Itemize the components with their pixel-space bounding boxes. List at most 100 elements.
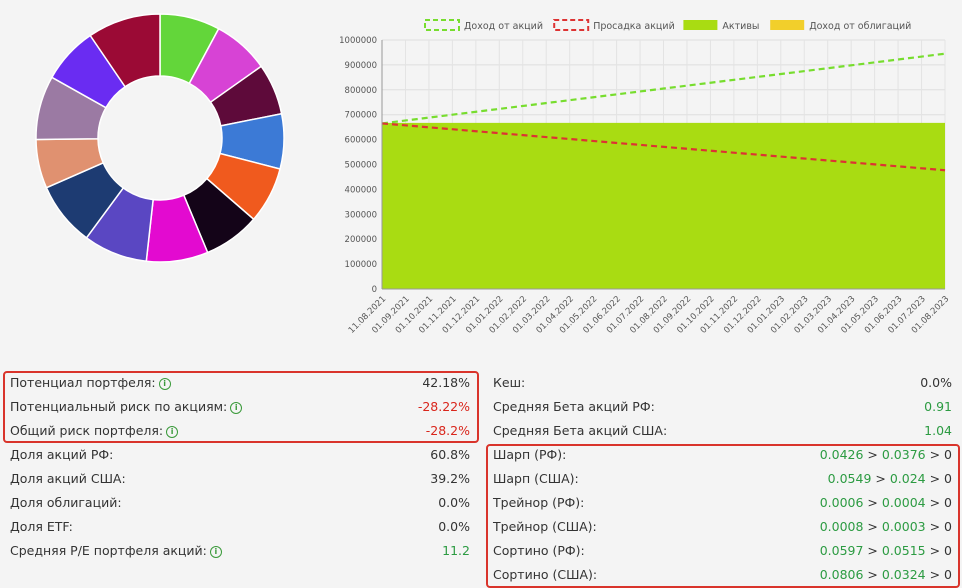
stat-value: 1.04 [924,423,952,438]
ratio-label: Трейнор (РФ): [493,495,585,510]
ratio-label: Шарп (РФ): [493,447,567,462]
info-icon[interactable]: i [230,401,243,414]
share-row-5: Средняя P/E портфеля акций: i 11.2 [10,539,470,563]
series-line-2[interactable] [381,52,946,125]
ratio-row-2: Шарп (США): 0.0549 > 0.024 > 0 [493,467,952,491]
y-tick-label: 300000 [345,210,377,220]
stat-label: Общий риск портфеля: i [10,419,179,443]
y-tick-label: 1000000 [339,36,377,46]
stat-value: 39.2% [430,471,470,486]
ratio-row-1: Шарп (РФ): 0.0426 > 0.0376 > 0 [493,443,952,467]
stat-value: 0.91 [924,399,952,414]
ratio-row-6: Сортино (США): 0.0806 > 0.0324 > 0 [493,563,952,587]
compare-symbol: > [925,519,945,534]
beta-row-1: Кеш: 0.0% [493,371,952,395]
ratio-zero: 0 [944,495,952,510]
ratio-benchmark: 0.024 [889,471,926,486]
potential-row-2: Потенциальный риск по акциям: i -28.22% [10,395,470,419]
ratio-portfolio: 0.0426 [819,447,864,462]
ratio-zero: 0 [944,447,952,462]
left-stats-panel: Потенциал портфеля: i 42.18% Потенциальный … [10,371,470,587]
ratio-portfolio: 0.0549 [827,471,872,486]
portfolio-line-chart: Доход от акций Просадка акций Активы Доход … [339,19,951,336]
info-icon[interactable]: i [166,425,179,438]
stat-value: 0.0% [438,519,470,534]
ratio-row-4: Трейнор (США): 0.0008 > 0.0003 > 0 [493,515,952,539]
donut-slice-13[interactable] [89,13,161,88]
ratio-benchmark: 0.0324 [881,567,926,582]
stat-value: 42.18% [422,375,470,390]
ratios-highlight [486,444,960,588]
right-stats-panel: Кеш: 0.0% Средняя Бета акций РФ: 0.91 Средня… [493,371,952,587]
chart-legend: Доход от акций Просадка акций Активы Доход … [424,19,911,32]
stat-label: Потенциальный риск по акциям: i [10,395,243,419]
ratio-zero: 0 [944,543,952,558]
ratio-benchmark: 0.0376 [881,447,926,462]
series-assets-area[interactable] [382,122,945,290]
compare-symbol: > [925,471,945,486]
y-tick-label: 200000 [345,235,377,245]
ratio-zero: 0 [944,567,952,582]
ratio-label: Трейнор (США): [493,519,597,534]
ratio-portfolio: 0.0806 [819,567,864,582]
y-tick-label: 900000 [345,61,377,71]
compare-symbol: > [925,447,945,462]
ratio-value: 0.0426 > 0.0376 > 0 [820,443,952,467]
y-tick-label: 500000 [345,161,377,171]
stat-value: -28.22% [417,399,470,414]
stat-label: Средняя P/E портфеля акций: i [10,539,222,563]
potential-row-3: Общий риск портфеля: i -28.2% [10,419,470,443]
beta-row-3: Средняя Бета акций США: 1.04 [493,419,952,443]
legend-item-3[interactable]: Активы [683,20,759,32]
compare-symbol: > [863,543,882,558]
ratio-value: 0.0597 > 0.0515 > 0 [820,539,952,563]
ratio-zero: 0 [944,471,952,486]
compare-symbol: > [863,567,882,582]
legend-label: Активы [722,21,759,32]
compare-symbol: > [863,495,882,510]
stat-value: 60.8% [430,447,470,462]
ratio-label: Шарп (США): [493,471,579,486]
compare-symbol: > [925,543,945,558]
ratio-value: 0.0806 > 0.0324 > 0 [820,563,952,587]
ratio-label: Сортино (РФ): [493,543,585,558]
ratio-value: 0.0006 > 0.0004 > 0 [820,491,952,515]
legend-item-2[interactable]: Просадка акций [553,19,675,32]
ratio-portfolio: 0.0597 [819,543,864,558]
ratio-benchmark: 0.0515 [881,543,926,558]
stat-label: Средняя Бета акций РФ: [493,399,655,414]
portfolio-donut-chart [35,13,285,263]
compare-symbol: > [925,567,945,582]
stat-value: 0.0% [920,375,952,390]
stat-label: Доля ETF: [10,519,73,534]
share-row-4: Доля ETF: 0.0% [10,515,470,539]
stat-label: Средняя Бета акций США: [493,423,668,438]
stat-value: -28.2% [425,423,470,438]
ratio-row-3: Трейнор (РФ): 0.0006 > 0.0004 > 0 [493,491,952,515]
y-tick-label: 800000 [345,86,377,96]
legend-label: Доход от облигаций [809,21,911,32]
compare-symbol: > [925,495,945,510]
legend-label: Просадка акций [593,21,675,32]
series-line-3[interactable] [381,122,946,172]
beta-row-2: Средняя Бета акций РФ: 0.91 [493,395,952,419]
stat-value: 11.2 [442,543,470,558]
share-row-3: Доля облигаций: 0.0% [10,491,470,515]
legend-item-1[interactable]: Доход от акций [424,19,543,32]
potential-risk-highlight [3,371,479,443]
compare-symbol: > [871,471,890,486]
ratio-portfolio: 0.0006 [819,495,864,510]
ratio-benchmark: 0.0004 [881,495,926,510]
y-tick-label: 700000 [345,111,377,121]
info-icon[interactable]: i [209,545,222,558]
y-tick-label: 600000 [345,136,377,146]
y-tick-label: 400000 [345,185,377,195]
ratio-row-5: Сортино (РФ): 0.0597 > 0.0515 > 0 [493,539,952,563]
info-icon[interactable]: i [158,377,171,390]
ratio-label: Сортино (США): [493,567,598,582]
y-tick-label: 0 [372,285,377,295]
potential-row-1: Потенциал портфеля: i 42.18% [10,371,470,395]
ratio-value: 0.0008 > 0.0003 > 0 [820,515,952,539]
legend-item-4[interactable]: Доход от облигаций [770,20,911,32]
compare-symbol: > [863,447,882,462]
